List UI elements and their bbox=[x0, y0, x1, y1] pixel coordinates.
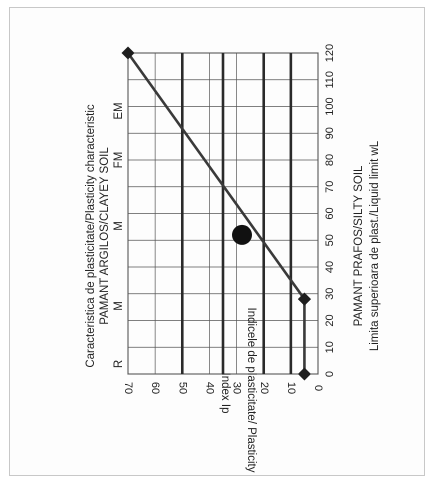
y-tick-label-50: 50 bbox=[176, 382, 188, 394]
x-axis-label: Limita superioara de plast./Liquid limit… bbox=[369, 140, 381, 351]
y-tick-label-20: 20 bbox=[258, 382, 270, 394]
chart-frame: 0 10 20 30 40 50 60 70 80 90 100 110 120 0 10 20 30 40 50 6… bbox=[9, 7, 425, 476]
x-tick-label-70: 70 bbox=[324, 181, 336, 193]
class-label-3: FM bbox=[113, 152, 125, 169]
x-tick-label-0: 0 bbox=[324, 371, 336, 377]
class-label-2: M bbox=[113, 221, 125, 231]
y-tick-label-30: 30 bbox=[231, 382, 243, 394]
series-layer bbox=[121, 46, 311, 381]
y-tick-label-70: 70 bbox=[122, 382, 134, 394]
plasticity-chart: 0 10 20 30 40 50 60 70 80 90 100 110 120 0 10 20 30 40 50 6… bbox=[85, 44, 381, 473]
x-tick-label-110: 110 bbox=[324, 71, 336, 89]
series-marker-2 bbox=[297, 292, 311, 306]
chart-title: Caracteristica de plasticitate/Plasticit… bbox=[85, 104, 97, 368]
class-label-1: M bbox=[113, 301, 125, 311]
x-tick-label-100: 100 bbox=[324, 97, 336, 115]
class-label-0: R bbox=[113, 360, 125, 368]
tick-labels: 0 10 20 30 40 50 60 70 80 90 100 110 120 0 10 20 30 40 50 6… bbox=[122, 44, 336, 394]
x-tick-label-50: 50 bbox=[324, 234, 336, 246]
x-tick-label-120: 120 bbox=[324, 44, 336, 62]
series-marker-0 bbox=[297, 367, 311, 381]
data-point bbox=[232, 224, 252, 245]
x-tick-label-80: 80 bbox=[324, 154, 336, 166]
x-tick-label-60: 60 bbox=[324, 207, 336, 219]
y-tick-label-10: 10 bbox=[285, 382, 297, 394]
x-tick-label-20: 20 bbox=[324, 314, 336, 326]
x-tick-label-30: 30 bbox=[324, 288, 336, 300]
x-axis-label-top: PAMANT PRAFOS/SILTY SOIL bbox=[353, 165, 365, 326]
chart-subtitle: PAMANT ARGILOS/CLAYEY SOIL bbox=[99, 147, 111, 325]
chart-labels: Caracteristica de plasticitate/Plasticit… bbox=[85, 102, 381, 472]
y-axis-label-2: Index Ip bbox=[219, 373, 231, 414]
y-axis-label: Indicele de plasticitate/ Plasticity bbox=[245, 308, 257, 473]
y-tick-label-60: 60 bbox=[149, 382, 161, 394]
series-marker-3 bbox=[121, 46, 135, 60]
x-tick-label-90: 90 bbox=[324, 127, 336, 139]
class-labels: R M M FM EM bbox=[113, 102, 125, 368]
x-tick-label-10: 10 bbox=[324, 341, 336, 353]
y-tick-label-40: 40 bbox=[204, 382, 216, 394]
x-tick-label-40: 40 bbox=[324, 261, 336, 273]
class-boundaries bbox=[180, 53, 293, 374]
y-tick-label-0: 0 bbox=[312, 385, 324, 391]
class-label-4: EM bbox=[113, 102, 125, 119]
